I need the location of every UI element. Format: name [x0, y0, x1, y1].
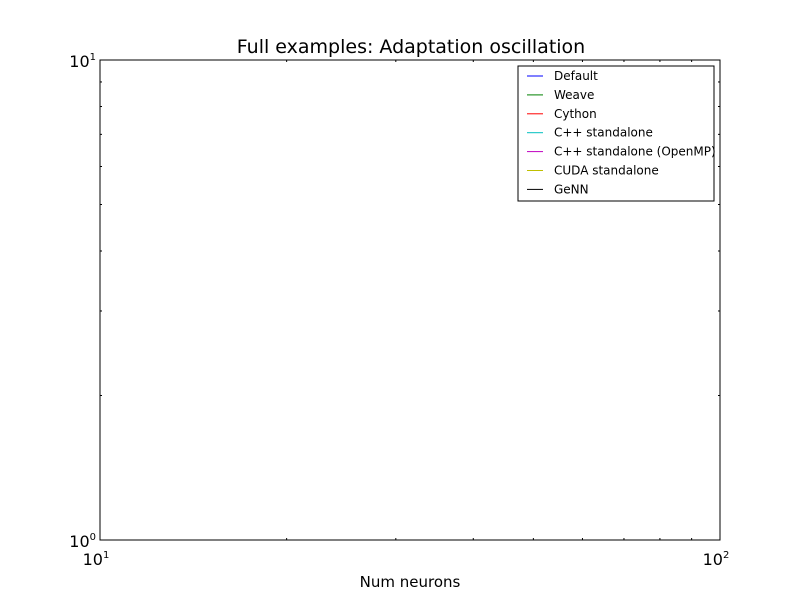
x-tick-label: 102: [703, 550, 730, 569]
legend: Default Weave Cython C++ standalone C++ stan…: [517, 65, 716, 202]
y-tick-exponent: 1: [90, 52, 96, 63]
legend-label: GeNN: [554, 182, 589, 196]
legend-label: C++ standalone: [554, 126, 653, 140]
legend-label: Cython: [554, 107, 597, 121]
chart-title: Full examples: Adaptation oscillation: [237, 36, 585, 58]
y-tick-label: 101: [69, 52, 96, 71]
y-tick-base: 10: [69, 52, 89, 71]
legend-label: CUDA standalone: [554, 164, 659, 178]
legend-frame: [517, 65, 715, 202]
y-tick-exponent: 0: [90, 532, 96, 543]
x-axis-label: Num neurons: [360, 573, 461, 591]
x-tick-exponent: 2: [723, 550, 729, 561]
x-tick-label: 101: [83, 550, 110, 569]
x-tick-base: 10: [703, 550, 723, 569]
y-tick-base: 10: [69, 532, 89, 551]
plot-frame: [99, 59, 721, 541]
x-tick-base: 10: [83, 550, 103, 569]
x-tick-exponent: 1: [103, 550, 109, 561]
legend-label: Default: [554, 69, 598, 83]
legend-label: C++ standalone (OpenMP): [554, 145, 716, 159]
y-tick-label: 100: [69, 532, 96, 551]
legend-label: Weave: [554, 88, 594, 102]
